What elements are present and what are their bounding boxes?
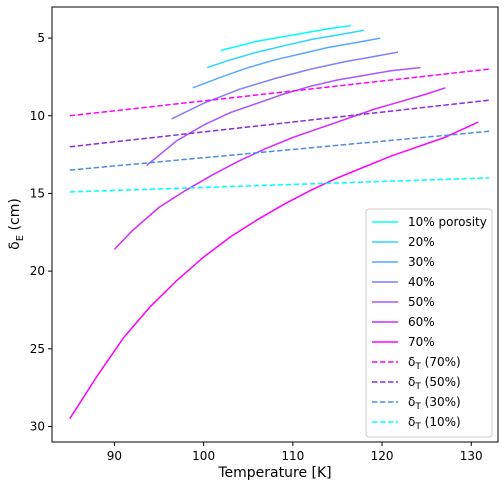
legend-label: 60% [408, 315, 435, 329]
x-tick-label: 90 [107, 449, 122, 463]
series-line-8 [69, 99, 490, 148]
series-line-3 [171, 51, 399, 120]
series-line-10 [69, 177, 490, 193]
series-line-2 [192, 37, 381, 89]
series-line-5 [113, 87, 446, 250]
series-line-4 [146, 66, 421, 167]
legend-label: 40% [408, 275, 435, 289]
legend-box [365, 208, 493, 438]
legend: 10% porosity 20% 30% 40% 50% 60% 70% δT (70%) δT… [365, 208, 493, 438]
series-line-7 [69, 68, 490, 117]
legend-label: δT (10%) [408, 415, 461, 432]
series-line-0 [220, 24, 351, 52]
y-axis-label-sub: E [15, 235, 26, 241]
x-tick-label: 120 [371, 449, 394, 463]
y-tick-label: 10 [30, 109, 45, 123]
x-axis-label: Temperature [K] [217, 465, 331, 481]
x-axis: 90 100 110 120 130 [107, 442, 483, 463]
legend-label: 50% [408, 295, 435, 309]
y-tick-label: 15 [30, 186, 45, 200]
series-line-6 [69, 121, 479, 420]
plot-lines [69, 24, 490, 420]
legend-label: δT (30%) [408, 395, 461, 412]
legend-label: 30% [408, 255, 435, 269]
legend-label: 70% [408, 335, 435, 349]
legend-label: δT (50%) [408, 375, 461, 392]
y-tick-label: 25 [30, 342, 45, 356]
x-tick-label: 110 [281, 449, 304, 463]
series-line-9 [69, 130, 490, 171]
axes-frame [51, 6, 499, 443]
y-axis-label-unit: (cm) [7, 198, 23, 235]
y-axis: 5 10 15 20 25 30 [30, 31, 52, 433]
y-tick-label: 30 [30, 419, 45, 433]
y-axis-label-main: δ [7, 241, 23, 250]
y-axis-label: δE (cm) [7, 198, 26, 250]
series-line-1 [206, 29, 365, 69]
x-tick-label: 130 [460, 449, 483, 463]
y-tick-label: 5 [37, 31, 45, 45]
legend-label: 20% [408, 235, 435, 249]
legend-label: 10% porosity [408, 215, 487, 229]
x-tick-label: 100 [192, 449, 215, 463]
y-tick-label: 20 [30, 264, 45, 278]
legend-label: δT (70%) [408, 355, 461, 372]
